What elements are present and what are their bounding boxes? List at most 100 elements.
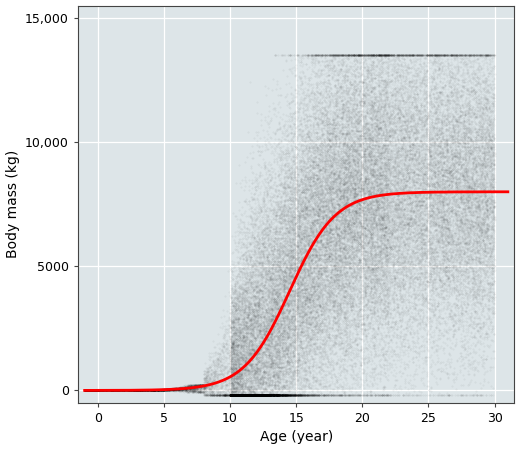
Point <box>274 322 282 329</box>
Point <box>340 153 348 160</box>
Point <box>93 387 101 394</box>
Point <box>376 297 384 304</box>
Point <box>178 385 187 392</box>
Point <box>438 198 446 205</box>
Point <box>224 392 232 399</box>
Point <box>415 263 423 270</box>
Point <box>411 279 420 286</box>
Point <box>336 286 345 293</box>
Point <box>117 387 125 394</box>
Point <box>150 386 158 393</box>
Point <box>473 73 482 81</box>
Point <box>350 146 359 153</box>
Point <box>439 246 447 253</box>
Point <box>347 173 355 180</box>
Point <box>395 96 403 104</box>
Point <box>321 228 329 235</box>
Point <box>138 387 147 394</box>
Point <box>451 52 460 59</box>
Point <box>431 191 439 198</box>
Point <box>371 270 380 277</box>
Point <box>313 228 321 235</box>
Point <box>340 216 348 224</box>
Point <box>91 387 99 394</box>
Point <box>236 392 244 399</box>
Point <box>359 169 367 176</box>
Point <box>334 58 343 65</box>
Point <box>459 176 467 183</box>
Point <box>357 146 365 153</box>
Point <box>372 147 381 154</box>
Point <box>250 299 258 306</box>
Point <box>263 261 271 268</box>
Point <box>284 322 293 329</box>
Point <box>233 392 241 399</box>
Point <box>242 275 251 282</box>
Point <box>329 172 337 179</box>
Point <box>332 238 341 246</box>
Point <box>193 382 202 389</box>
Point <box>460 271 468 278</box>
Point <box>371 175 380 182</box>
Point <box>88 387 97 394</box>
Point <box>237 322 245 329</box>
Point <box>407 117 415 124</box>
Point <box>306 237 315 244</box>
Point <box>455 258 463 265</box>
Point <box>317 162 326 169</box>
Point <box>254 392 263 399</box>
Point <box>317 385 325 392</box>
Point <box>213 388 222 396</box>
Point <box>342 164 350 171</box>
Point <box>283 312 291 319</box>
Point <box>430 90 438 98</box>
Point <box>482 213 490 220</box>
Point <box>405 141 413 149</box>
Point <box>271 307 280 315</box>
Point <box>301 94 309 102</box>
Point <box>314 228 322 235</box>
Point <box>443 202 451 209</box>
Point <box>355 256 363 264</box>
Point <box>228 387 236 394</box>
Point <box>391 176 399 183</box>
Point <box>263 316 271 324</box>
Point <box>230 366 238 373</box>
Point <box>456 222 464 230</box>
Point <box>278 392 287 399</box>
Point <box>452 270 460 278</box>
Point <box>255 234 264 242</box>
Point <box>269 312 278 319</box>
Point <box>465 207 473 214</box>
Point <box>335 115 343 122</box>
Point <box>267 285 275 292</box>
Point <box>287 392 295 399</box>
Point <box>465 323 474 330</box>
Point <box>359 191 367 198</box>
Point <box>338 212 346 220</box>
Point <box>278 293 286 301</box>
Point <box>238 392 246 399</box>
Point <box>342 63 350 70</box>
Point <box>464 182 473 189</box>
Point <box>300 232 308 239</box>
Point <box>324 282 333 289</box>
Point <box>342 309 350 316</box>
Point <box>268 360 277 367</box>
Point <box>458 82 466 89</box>
Point <box>237 370 245 378</box>
Point <box>295 221 303 228</box>
Point <box>278 392 287 399</box>
Point <box>388 259 397 266</box>
Point <box>262 323 270 330</box>
Point <box>109 387 117 394</box>
Point <box>383 175 392 182</box>
Point <box>232 383 241 390</box>
Point <box>468 194 476 202</box>
Point <box>282 92 291 99</box>
Point <box>111 387 120 394</box>
Point <box>379 212 387 220</box>
Point <box>93 387 101 394</box>
Point <box>394 105 402 112</box>
Point <box>155 386 164 393</box>
